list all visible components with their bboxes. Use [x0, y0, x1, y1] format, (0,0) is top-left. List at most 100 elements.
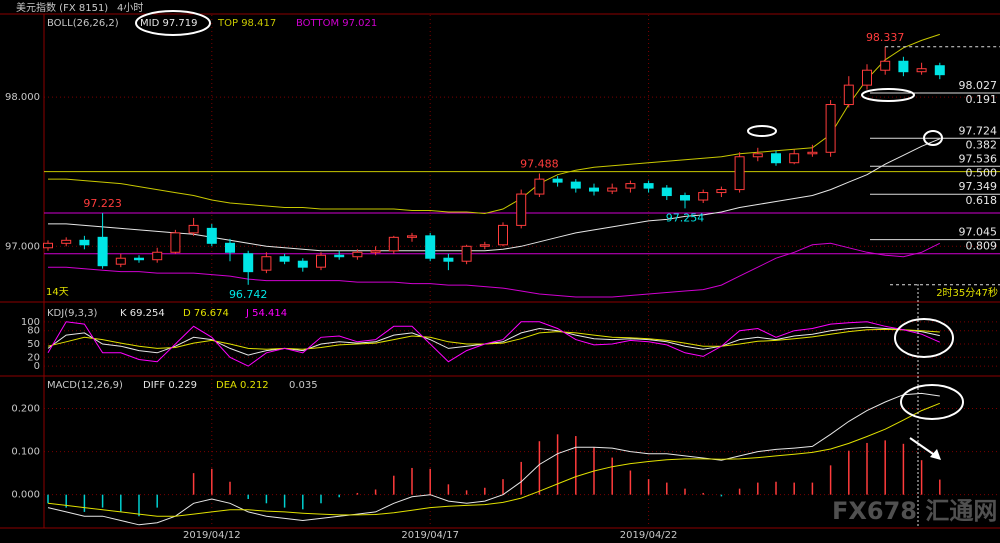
candle-body	[352, 251, 363, 258]
candle-body	[479, 244, 490, 247]
high-label: 98.337	[866, 31, 905, 44]
candle-body	[425, 235, 436, 259]
candle-body	[170, 232, 181, 253]
candle-body	[698, 192, 709, 201]
y-tick-label: 97.000	[5, 241, 40, 252]
y-tick-label: 0	[34, 361, 40, 372]
indicator-line	[47, 328, 940, 350]
candle-body	[43, 242, 53, 249]
candle-body	[880, 60, 891, 71]
candle-body	[370, 250, 381, 253]
candle-body	[443, 257, 454, 262]
y-tick-label: 98.000	[5, 92, 40, 103]
candle-body	[843, 84, 854, 106]
candle-body	[79, 239, 90, 246]
plot-layer: 98.000 97.000 BOLL(26,26,2) MID 97.719 TOP 9…	[0, 13, 1000, 541]
period: 4小时	[117, 2, 143, 14]
candle-body	[643, 183, 654, 189]
high-label: 97.488	[520, 157, 559, 170]
candle-body	[734, 156, 745, 191]
candle-body	[61, 239, 72, 244]
indicator-readout: BOTTOM 97.021	[296, 18, 377, 29]
candle-body	[607, 187, 618, 192]
candle-body	[188, 224, 199, 234]
candle-body	[461, 245, 472, 262]
candle-body	[589, 187, 599, 192]
x-tick-label: 2019/04/22	[620, 530, 678, 541]
candle-body	[807, 151, 818, 155]
highlight-circle	[861, 88, 915, 102]
indicator-line	[47, 326, 940, 356]
highlight-circle	[747, 125, 777, 137]
indicator-readout: D 76.674	[183, 308, 229, 319]
fib-level-ratio: 0.809	[966, 240, 998, 253]
low-label: 97.254	[666, 211, 705, 224]
candle-body	[407, 235, 417, 238]
arrow	[909, 437, 937, 457]
note: 2时35分47秒	[936, 286, 998, 299]
high-label: 97.223	[83, 197, 122, 210]
candle-body	[716, 189, 727, 194]
indicator-name: BOLL(26,26,2)	[47, 18, 119, 29]
candle-body	[498, 224, 508, 246]
indicator-line	[48, 242, 941, 298]
candle-body	[625, 183, 636, 189]
y-tick-label: 0.100	[11, 447, 40, 458]
candle-body	[297, 260, 308, 268]
indicator-readout: MID 97.719	[140, 18, 197, 29]
candle-body	[661, 187, 672, 197]
candle-body	[552, 178, 563, 183]
candle-body	[789, 153, 800, 164]
indicator-line	[48, 138, 940, 252]
candle-body	[534, 178, 545, 195]
note: 14天	[46, 287, 69, 298]
fib-level-value: 97.536	[959, 152, 998, 165]
candle-body	[152, 251, 163, 261]
fib-level-ratio: 0.618	[966, 194, 998, 207]
candle-body	[206, 227, 217, 244]
candle-body	[334, 254, 345, 258]
y-tick-label: 0.200	[11, 403, 40, 414]
candle-body	[243, 253, 254, 273]
indicator-line	[47, 402, 940, 517]
x-tick-label: 2019/04/17	[401, 530, 459, 541]
candle-body	[115, 257, 126, 265]
fib-level-ratio: 0.382	[966, 138, 998, 151]
watermark: FX678 汇通网	[832, 497, 997, 525]
y-tick-label: 80	[27, 326, 40, 337]
candle-body	[261, 256, 272, 271]
highlight-circle	[894, 318, 954, 358]
indicator-readout: TOP 98.417	[217, 18, 276, 29]
indicator-line	[48, 33, 940, 215]
candle-body	[825, 104, 836, 153]
indicator-line	[47, 392, 940, 526]
candle-body	[97, 236, 108, 267]
fib-level-value: 97.045	[959, 226, 998, 239]
highlight-circle	[923, 130, 943, 146]
candle-body	[771, 153, 781, 164]
y-tick-label: 50	[27, 339, 40, 350]
indicator-readout: J 54.414	[245, 308, 287, 319]
candle-body	[934, 65, 945, 76]
x-tick-label: 2019/04/12	[183, 530, 241, 541]
fib-level-value: 97.349	[959, 180, 998, 193]
candle-body	[516, 193, 527, 226]
indicator-name: MACD(12,26,9)	[47, 380, 123, 391]
candle-body	[316, 254, 326, 268]
candle-body	[862, 69, 872, 86]
candle-body	[898, 60, 909, 73]
candle-body	[752, 153, 763, 158]
fib-level-ratio: 0.191	[966, 93, 998, 106]
indicator-readout: 0.035	[289, 380, 318, 391]
candle-body	[680, 195, 690, 201]
y-tick-label: 0.000	[11, 490, 40, 501]
indicator-readout: DEA 0.212	[216, 380, 269, 391]
indicator-readout: DIFF 0.229	[143, 380, 197, 391]
fib-level-value: 97.724	[959, 124, 998, 137]
fib-level-value: 98.027	[959, 79, 998, 92]
low-label: 96.742	[229, 288, 268, 301]
arrow-head	[930, 449, 941, 460]
symbol: 美元指数 (FX 8151)	[16, 1, 108, 14]
candle-body	[225, 242, 235, 253]
